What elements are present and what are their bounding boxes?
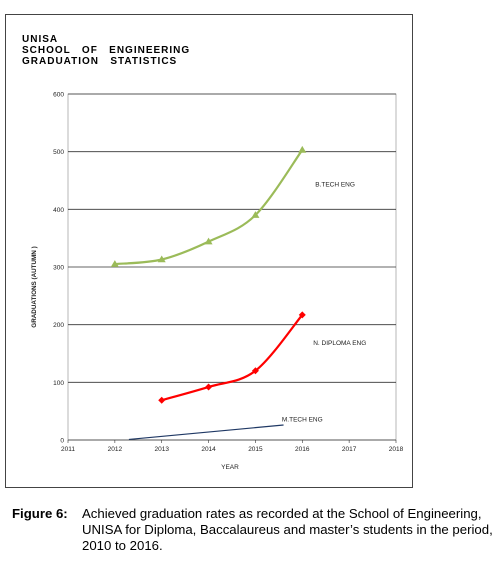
chart-title-line-1: UNISA bbox=[22, 34, 59, 45]
data-point-b-tech-eng-2015 bbox=[251, 211, 260, 218]
data-point-n-diploma-eng-2014 bbox=[205, 383, 213, 391]
x-tick-label-2011: 2011 bbox=[61, 446, 75, 453]
data-point-b-tech-eng-2012 bbox=[110, 260, 119, 267]
data-point-n-diploma-eng-2013 bbox=[158, 396, 166, 404]
y-tick-label-100: 100 bbox=[53, 380, 64, 387]
y-tick-label-600: 600 bbox=[53, 92, 64, 99]
series-line-m-tech-eng bbox=[128, 424, 284, 441]
x-tick-label-2014: 2014 bbox=[201, 446, 216, 453]
y-tick-label-400: 400 bbox=[53, 207, 64, 214]
chart-title-line-2: SCHOOL OF ENGINEERING bbox=[22, 45, 191, 56]
y-tick-label-0: 0 bbox=[60, 438, 64, 445]
data-point-b-tech-eng-2014 bbox=[204, 237, 213, 245]
series-line-n-diploma-eng bbox=[161, 314, 304, 402]
x-tick-label-2016: 2016 bbox=[295, 446, 310, 453]
caption-text: Achieved graduation rates as recorded at… bbox=[82, 506, 493, 553]
x-tick-label-2017: 2017 bbox=[342, 446, 357, 453]
y-tick-label-500: 500 bbox=[53, 149, 64, 156]
x-tick-label-2013: 2013 bbox=[154, 446, 169, 453]
series-label-m-tech-eng: M.TECH ENG bbox=[282, 417, 323, 424]
series-label-n-diploma-eng: N. DIPLOMA ENG bbox=[313, 340, 366, 347]
y-tick-label-300: 300 bbox=[53, 265, 64, 272]
series-label-b-tech-eng: B.TECH ENG bbox=[315, 181, 355, 188]
data-point-b-tech-eng-2016 bbox=[298, 145, 307, 153]
x-tick-label-2018: 2018 bbox=[389, 446, 404, 453]
caption-label: Figure 6: bbox=[12, 506, 68, 521]
y-tick-label-200: 200 bbox=[53, 322, 64, 329]
x-axis-label: YEAR bbox=[221, 464, 239, 471]
data-point-b-tech-eng-2013 bbox=[157, 255, 166, 263]
data-point-n-diploma-eng-2016 bbox=[298, 311, 306, 319]
x-tick-label-2015: 2015 bbox=[248, 446, 263, 453]
x-tick-label-2012: 2012 bbox=[108, 446, 123, 453]
chart-title-line-3: GRADUATION STATISTICS bbox=[22, 56, 178, 67]
data-point-n-diploma-eng-2015 bbox=[251, 367, 259, 375]
y-axis-label: GRADUATIONS (AUTUMN ) bbox=[31, 246, 38, 327]
chart-title: UNISA SCHOOL OF ENGINEERING GRADUATION S… bbox=[22, 34, 190, 67]
